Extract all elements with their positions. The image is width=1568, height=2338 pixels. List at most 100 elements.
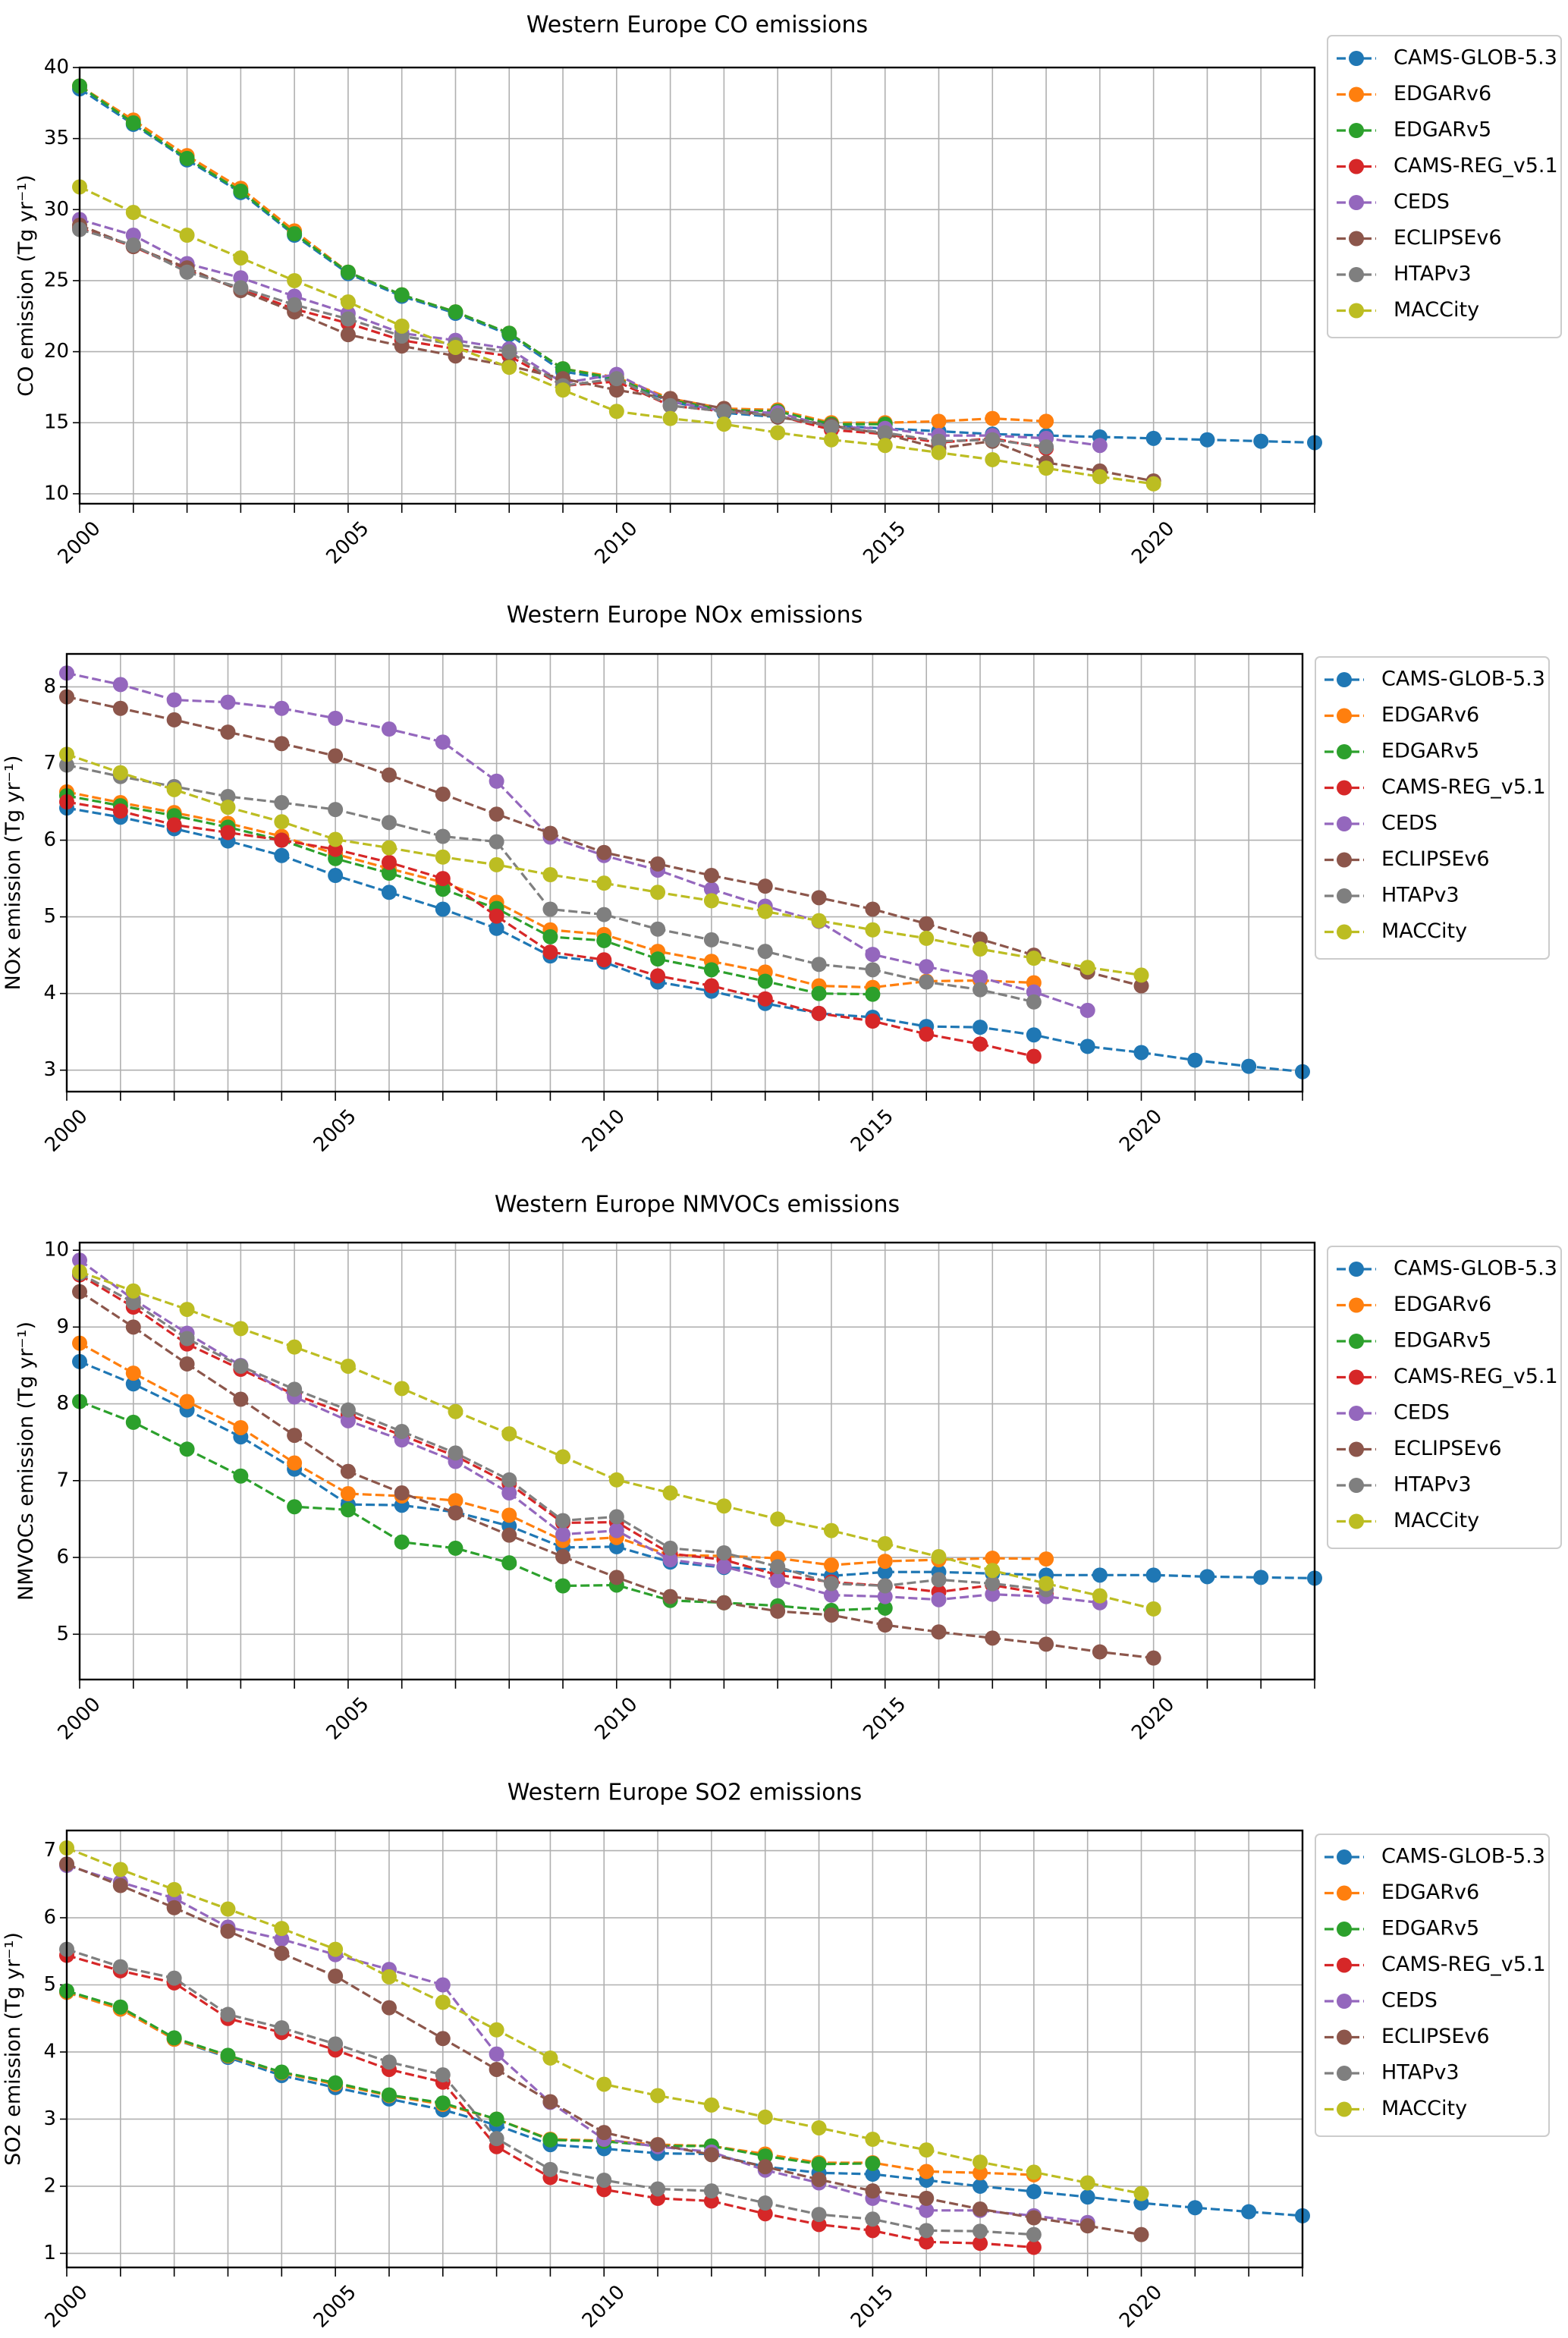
data-point — [555, 1578, 571, 1594]
legend-marker — [1349, 1406, 1364, 1421]
data-point — [179, 264, 195, 280]
series-CAMS-GLOB-5.3 — [59, 1984, 1310, 2223]
legend-label: CEDS — [1394, 1401, 1450, 1425]
data-point — [877, 1589, 893, 1604]
data-point — [596, 907, 612, 922]
legend-marker — [1337, 924, 1352, 940]
series-EDGARv5 — [72, 1394, 893, 1618]
data-point — [757, 991, 773, 1007]
data-point — [811, 2120, 827, 2135]
x-tick-label: 2000 — [41, 1105, 93, 1157]
data-point — [770, 425, 786, 441]
data-point — [287, 1381, 303, 1397]
legend-box — [1327, 35, 1562, 338]
legend-label: EDGARv6 — [1394, 82, 1491, 105]
legend-marker — [1337, 780, 1352, 796]
data-point — [1241, 2204, 1257, 2220]
data-point — [1092, 1567, 1108, 1583]
data-point — [448, 304, 463, 320]
data-point — [1026, 1048, 1042, 1064]
data-point — [1079, 1002, 1095, 1018]
data-point — [394, 1485, 410, 1501]
data-point — [381, 2054, 397, 2070]
series-line — [79, 87, 1315, 445]
data-point — [1039, 460, 1054, 476]
legend-item: ECLIPSEv6 — [1337, 226, 1502, 250]
data-point — [650, 2181, 666, 2197]
data-point — [394, 318, 410, 334]
series-HTAPv3 — [72, 222, 1054, 455]
data-point — [811, 957, 827, 973]
data-point — [489, 2131, 504, 2147]
data-point — [1092, 438, 1108, 454]
legend-marker — [1349, 1369, 1364, 1385]
data-point — [1145, 1601, 1161, 1617]
data-point — [381, 1969, 397, 1984]
data-point — [233, 280, 249, 296]
data-point — [125, 1283, 141, 1299]
data-point — [274, 814, 290, 830]
chart-panel-0: Western Europe CO emissions 10 15 20 25 30 35 4… — [14, 12, 1562, 569]
y-axis-label: NOx emission (Tg yr⁻¹) — [2, 756, 25, 991]
data-point — [328, 1969, 344, 1984]
legend-item: EDGARv5 — [1324, 740, 1479, 763]
legend-marker — [1337, 672, 1352, 687]
data-point — [435, 734, 451, 750]
legend-label: MACCity — [1381, 2097, 1467, 2120]
data-point — [716, 416, 732, 432]
data-point — [1145, 430, 1161, 446]
x-tick-label: 2010 — [578, 2281, 630, 2333]
y-tick-label: 6 — [43, 828, 56, 851]
data-point — [1039, 1576, 1054, 1592]
data-point — [166, 712, 182, 727]
data-point — [662, 1589, 678, 1604]
data-point — [274, 847, 290, 863]
data-point — [381, 721, 397, 737]
legend-label: EDGARv5 — [1381, 740, 1479, 763]
chart-panel-1: Western Europe NOx emissions 3 4 5 6 7 8 2000 20… — [2, 602, 1550, 1157]
data-point — [501, 1527, 517, 1543]
legend-label: EDGARv5 — [1394, 1329, 1491, 1353]
series-line — [79, 1400, 885, 1612]
series-line — [79, 85, 885, 426]
x-tick-label: 2015 — [859, 1693, 910, 1745]
data-point — [179, 228, 195, 244]
data-point — [1092, 1644, 1108, 1660]
data-point — [703, 2183, 719, 2199]
data-point — [919, 916, 935, 932]
data-point — [1133, 2226, 1149, 2242]
data-point — [448, 1540, 463, 1556]
data-point — [608, 1523, 624, 1538]
data-point — [435, 2095, 451, 2111]
data-point — [220, 788, 236, 804]
x-tick-label: 2010 — [590, 517, 642, 569]
data-point — [489, 2022, 504, 2038]
data-point — [608, 1472, 624, 1488]
chart-panel-3: Western Europe SO2 emissions 1 2 3 4 5 6 7 2000 2… — [2, 1780, 1550, 2333]
data-point — [489, 2061, 504, 2077]
y-tick-label: 9 — [56, 1315, 69, 1338]
data-point — [340, 327, 356, 343]
legend-label: MACCity — [1394, 1509, 1479, 1532]
data-point — [1187, 2200, 1203, 2216]
legend-marker — [1349, 159, 1364, 174]
data-point — [703, 962, 719, 978]
data-point — [542, 867, 558, 883]
legend-item: CAMS-GLOB-5.3 — [1324, 1845, 1545, 1868]
data-point — [650, 2088, 666, 2104]
data-point — [112, 700, 128, 716]
data-point — [1026, 1027, 1042, 1043]
series-line — [79, 1259, 1101, 1604]
legend-item: CEDS — [1337, 1401, 1450, 1425]
data-point — [823, 1576, 839, 1592]
data-point — [877, 1535, 893, 1551]
data-point — [985, 1563, 1001, 1579]
data-point — [877, 1578, 893, 1594]
legend-item: CEDS — [1324, 1989, 1438, 2013]
data-point — [489, 856, 504, 872]
data-point — [555, 1449, 571, 1465]
data-point — [985, 410, 1001, 426]
legend-label: EDGARv6 — [1394, 1293, 1491, 1316]
data-point — [489, 806, 504, 822]
